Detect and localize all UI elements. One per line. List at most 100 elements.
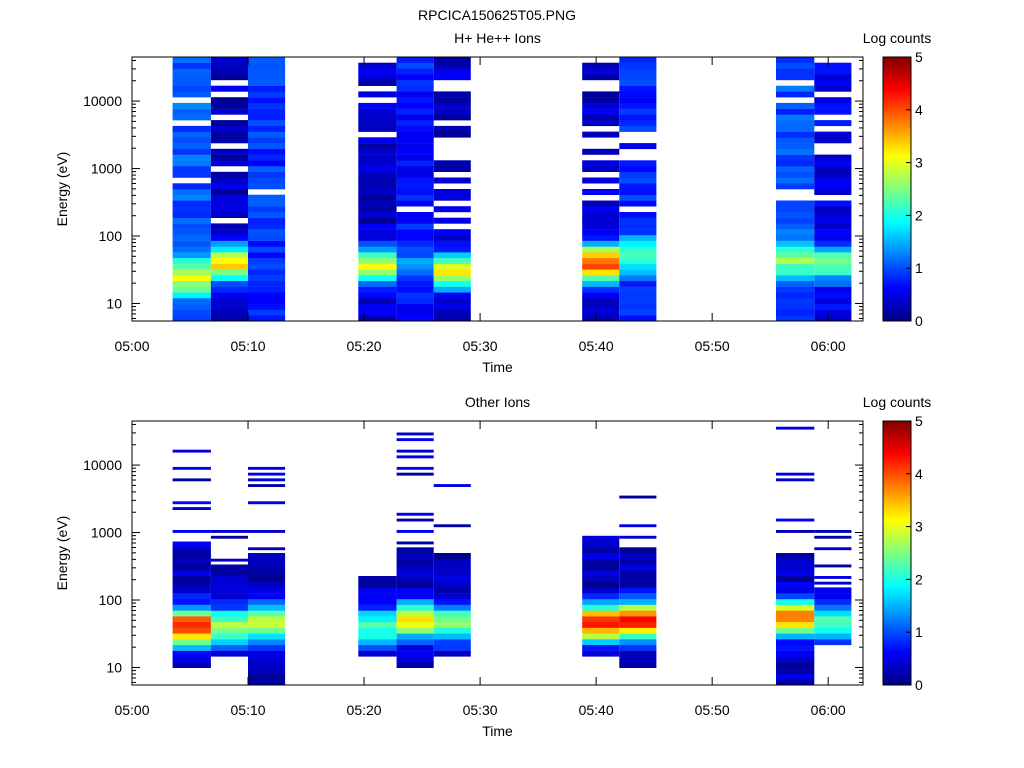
spectrogram-cell <box>814 298 852 304</box>
colorbar-tick-label: 3 <box>915 519 923 535</box>
spectrogram-cell <box>172 558 211 565</box>
spectrogram-cell <box>776 91 815 98</box>
spectrogram-cell <box>582 148 620 155</box>
spectrogram-cell <box>358 240 397 247</box>
spectrogram-cell <box>582 160 620 167</box>
spectrogram-cell <box>248 558 286 565</box>
spectrogram-cell <box>582 570 620 577</box>
spectrogram-cell <box>433 309 471 316</box>
spectrogram-cell <box>776 303 815 310</box>
spectrogram-cell <box>172 309 211 316</box>
spectrogram-cell <box>776 234 815 241</box>
spectrogram-cell <box>248 298 286 304</box>
spectrogram-cell <box>582 131 620 138</box>
spectrogram-cell <box>248 125 286 132</box>
spectrogram-cell <box>433 280 471 287</box>
spectrogram-cell <box>433 593 471 600</box>
colorbar-tick-label: 1 <box>915 624 923 640</box>
spectrogram-cell <box>619 286 657 293</box>
spectrogram-cell <box>776 667 815 674</box>
spectrogram-cell <box>776 206 815 213</box>
spectrogram-cell <box>248 80 286 86</box>
spectrogram-cell <box>433 598 471 605</box>
spectrogram-cell <box>814 154 852 161</box>
spectrogram-cell <box>358 292 397 299</box>
spectrogram-cell <box>248 212 286 218</box>
spectrogram-cell <box>619 593 657 600</box>
spectrogram-cell <box>210 108 248 115</box>
spectrogram-cell <box>776 280 815 287</box>
spectrogram-cell <box>248 478 286 482</box>
spectrogram-cell <box>210 581 248 588</box>
spectrogram-cell <box>248 217 286 224</box>
spectrogram-cell <box>172 194 211 201</box>
spectrogram-cell <box>582 547 620 554</box>
spectrogram-cell <box>396 432 434 436</box>
spectrogram-cell <box>248 223 286 230</box>
spectrogram-cell <box>358 252 397 259</box>
spectrogram-cell <box>433 558 471 565</box>
spectrogram-cell <box>248 484 286 487</box>
colorbar-tick-label: 0 <box>915 313 923 329</box>
spectrogram-cell <box>358 120 397 127</box>
spectrogram-cell <box>172 166 211 172</box>
y-tick-label: 10000 <box>83 93 122 109</box>
spectrogram-cell <box>814 303 852 310</box>
spectrogram-cell <box>776 57 815 63</box>
spectrogram-cell <box>814 604 852 611</box>
spectrogram-cell <box>619 610 657 617</box>
spectrogram-cell <box>582 309 620 316</box>
spectrogram-cell <box>210 616 248 623</box>
x-axis-label: Time <box>482 359 513 375</box>
spectrogram-cell <box>619 280 657 287</box>
spectrogram-cell <box>210 85 248 92</box>
spectrogram-cell <box>433 194 471 201</box>
spectrogram-cell <box>248 108 286 115</box>
spectrogram-cell <box>172 604 211 611</box>
spectrogram-cell <box>776 662 815 668</box>
spectrogram-cell <box>396 593 434 600</box>
spectrogram-cell <box>433 102 471 109</box>
spectrogram-cell <box>582 269 620 276</box>
spectrogram-cell <box>248 633 286 640</box>
spectrogram-cell <box>210 246 248 253</box>
spectrogram-cell <box>396 189 434 195</box>
spectrogram-cell <box>248 315 286 322</box>
spectrogram-cell <box>433 581 471 588</box>
colorbar-tick-label: 0 <box>915 677 923 693</box>
spectrogram <box>172 426 852 686</box>
spectrogram-cell <box>776 200 815 207</box>
spectrogram-cell <box>814 627 852 634</box>
spectrogram-cell <box>433 315 471 322</box>
spectrogram-cell <box>248 229 286 236</box>
x-tick-label: 05:30 <box>463 702 498 718</box>
spectrogram-cell <box>433 206 471 213</box>
spectrogram-cell <box>433 234 471 241</box>
spectrogram-cell <box>248 263 286 270</box>
spectrogram-cell <box>814 229 852 236</box>
spectrogram-cell <box>776 148 815 155</box>
spectrogram-cell <box>814 200 852 207</box>
spectrogram-cell <box>210 125 248 132</box>
spectrogram-cell <box>358 650 397 657</box>
spectrogram-cell <box>358 593 397 600</box>
spectrogram-cell <box>814 217 852 224</box>
spectrogram-cell <box>814 131 852 138</box>
spectrogram-cell <box>396 137 434 144</box>
spectrogram-cell <box>358 280 397 287</box>
spectrogram-cell <box>358 125 397 132</box>
spectrogram-cell <box>210 280 248 287</box>
spectrogram-cell <box>358 189 397 195</box>
colorbar <box>882 420 912 686</box>
spectrogram-cell <box>396 541 434 545</box>
spectrogram-cell <box>210 286 248 293</box>
spectrogram-cell <box>396 604 434 611</box>
spectrogram-cell <box>358 576 397 582</box>
spectrogram-cell <box>172 85 211 92</box>
spectrogram-cell <box>814 535 852 539</box>
spectrogram-cell <box>433 616 471 623</box>
spectrogram-cell <box>248 148 286 155</box>
spectrogram-cell <box>172 57 211 63</box>
spectrogram-cell <box>396 57 434 63</box>
